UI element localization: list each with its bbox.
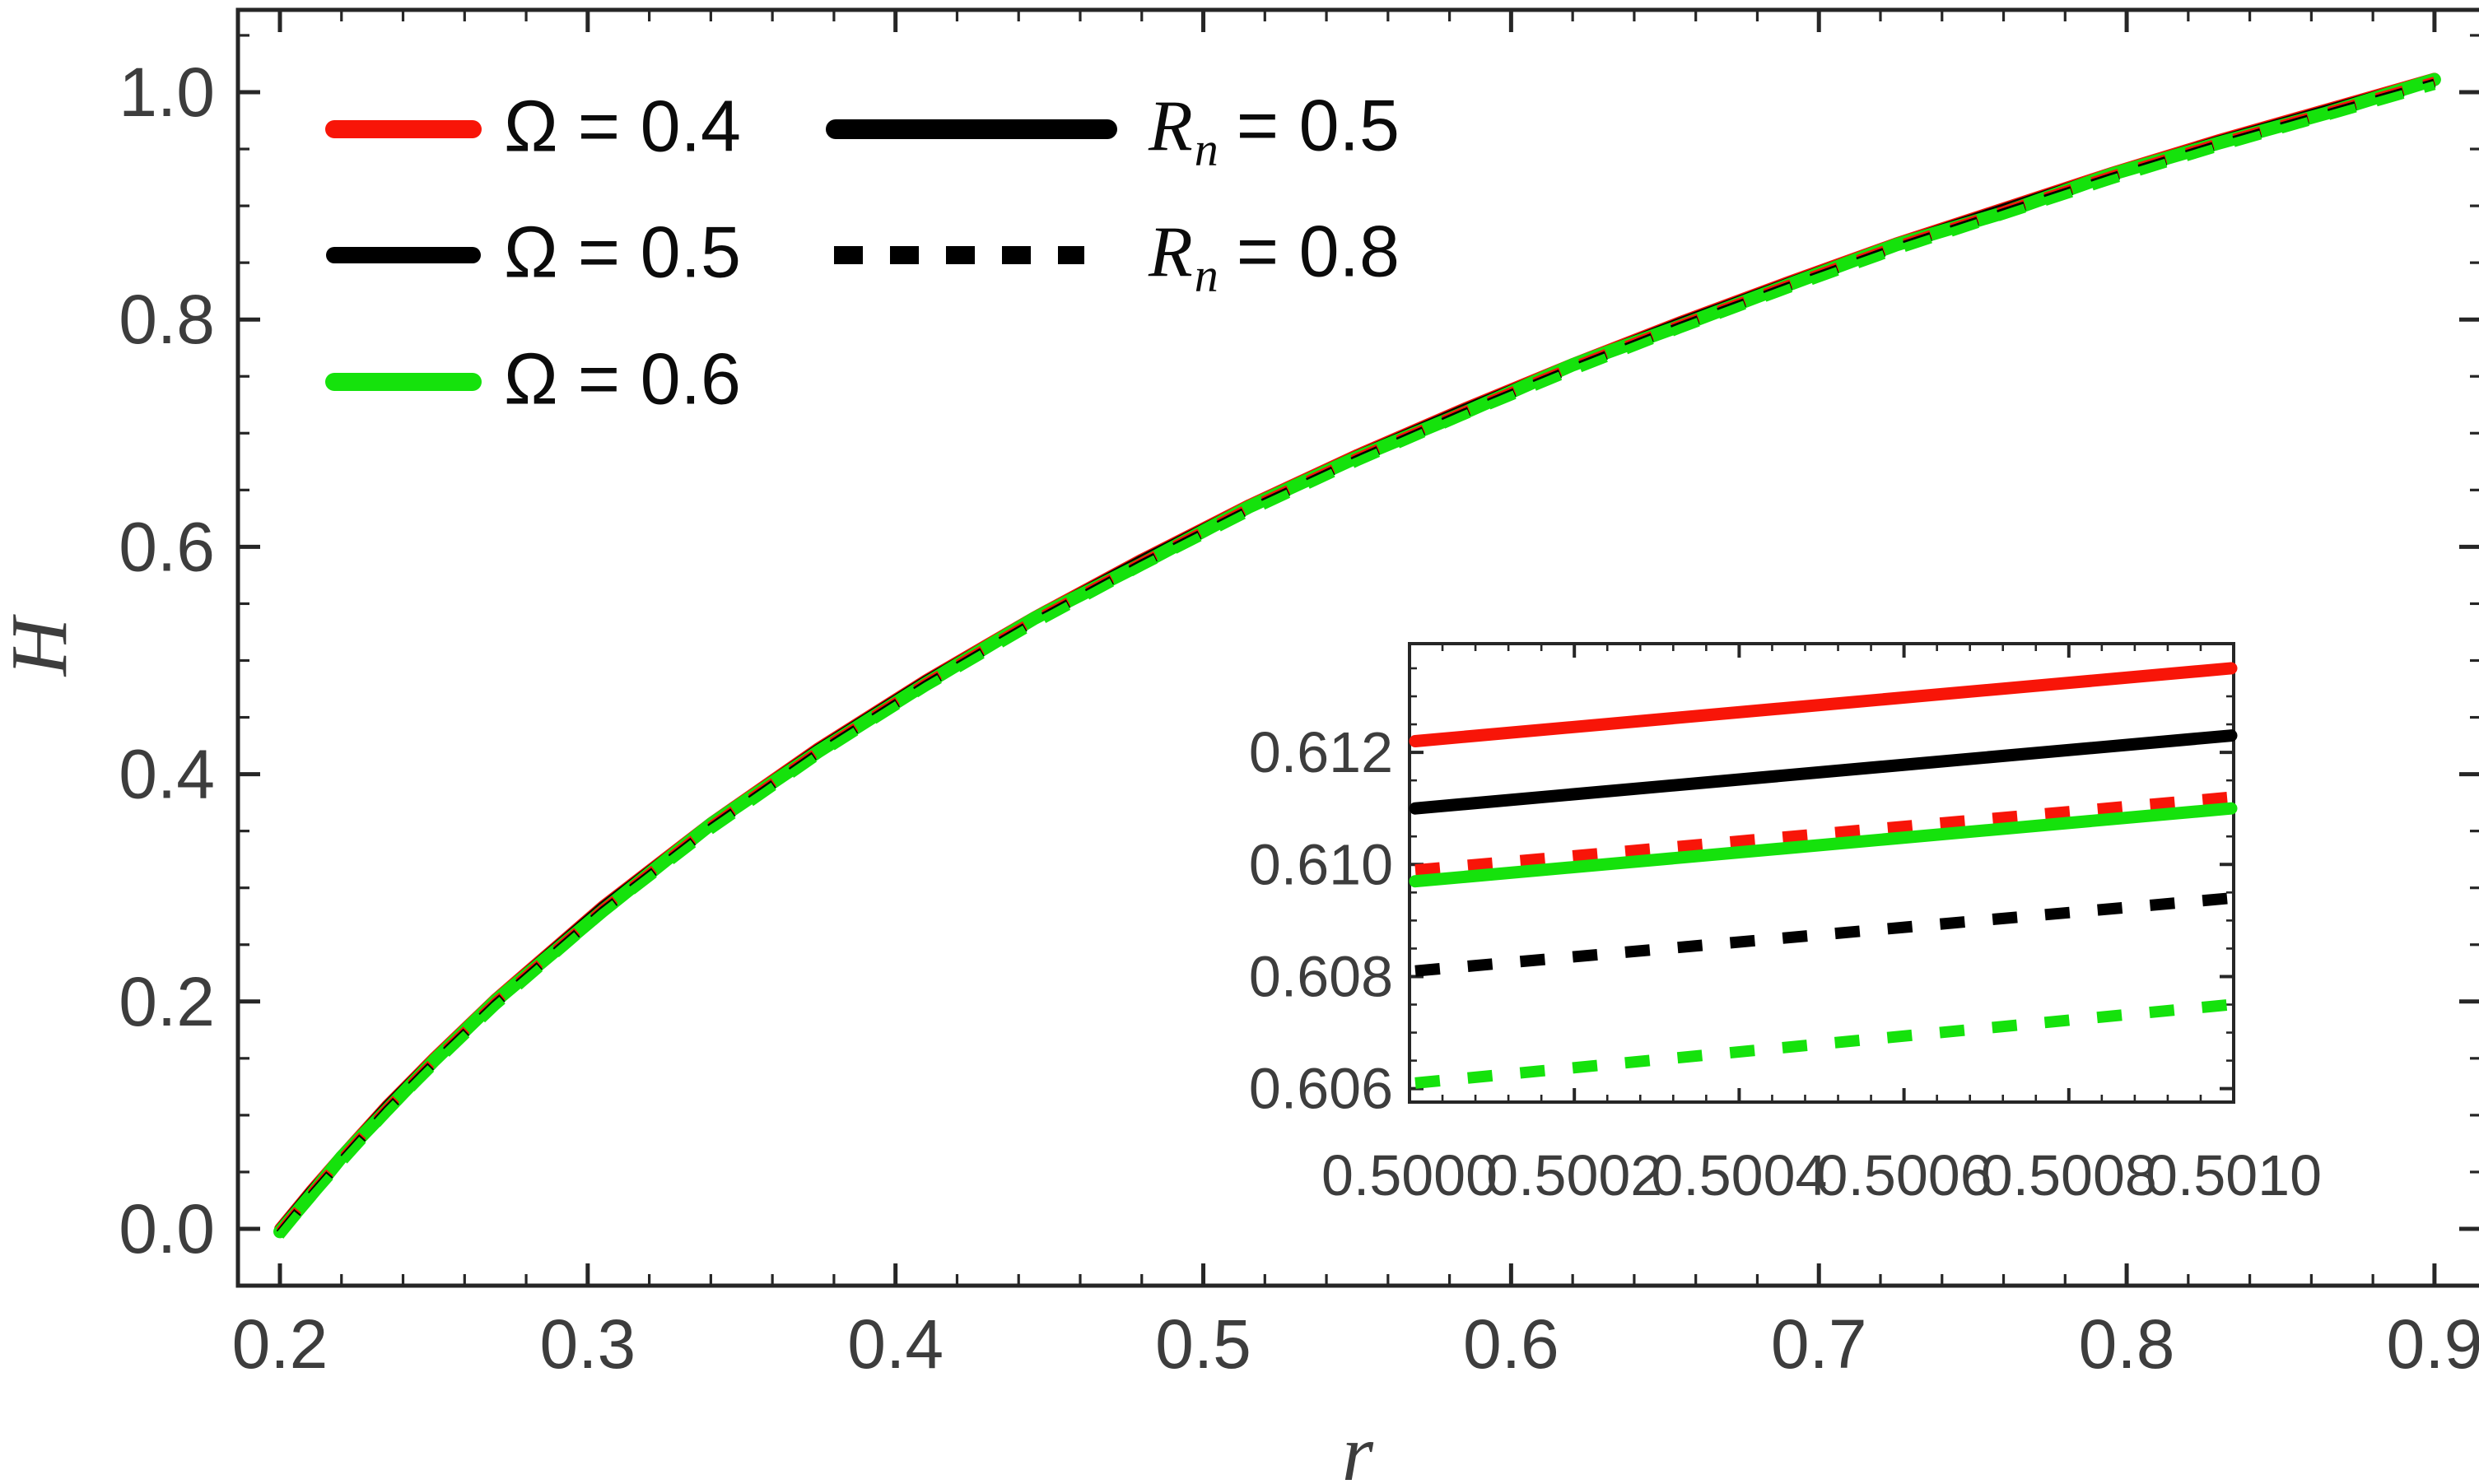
legend-swatches <box>325 119 1117 391</box>
legend-symbol: R <box>1149 212 1193 293</box>
main-axes: 0.2 0.3 0.4 0.5 0.6 0.7 0.8 0.90.00.20.40.60.81… <box>119 7 2479 1383</box>
legend-symbol: R <box>1149 86 1193 167</box>
legend-label-omega-0.5: Ω = 0.5 <box>504 216 741 288</box>
y-tick-label: 0.0 <box>119 1190 215 1268</box>
x-tick-label: 0.6 <box>1463 1305 1559 1383</box>
y-tick-label: 0.8 <box>119 281 215 358</box>
legend-symbol: Ω <box>504 85 558 167</box>
y-tick-label: 0.4 <box>119 736 215 813</box>
legend-symbol: Ω <box>504 337 558 420</box>
inset-line--0-6-rn-0-5 <box>1409 802 2238 888</box>
y-axis-title: H <box>0 617 84 677</box>
inset-x-tick-label: 0.5002 <box>1486 1143 1662 1207</box>
legend-label-rn-0.8: Rn = 0.8 <box>1149 212 1400 299</box>
legend-label-rn-0.5: Rn = 0.5 <box>1149 86 1400 173</box>
x-axis-title: r <box>1341 1409 1374 1484</box>
inset-x-tick-label: 0.5010 <box>2146 1143 2322 1207</box>
legend-value: = 0.8 <box>1236 210 1400 292</box>
inset-y-tick-label: 0.608 <box>1249 944 1393 1008</box>
x-tick-label: 0.8 <box>2079 1305 2175 1383</box>
inset-line--0-4-rn-0-5 <box>1409 662 2238 747</box>
x-tick-label: 0.3 <box>539 1305 636 1383</box>
legend-value: = 0.4 <box>577 85 741 167</box>
legend-label-omega-0.6: Ω = 0.6 <box>504 342 741 415</box>
legend-value: = 0.5 <box>577 211 741 293</box>
y-tick-label: 0.2 <box>119 963 215 1040</box>
x-tick-label: 0.9 <box>2387 1305 2479 1383</box>
legend-value: = 0.6 <box>577 337 741 420</box>
legend-subscript: n <box>1194 122 1219 176</box>
legend-subscript: n <box>1194 248 1219 302</box>
inset-y-tick-label: 0.612 <box>1249 720 1393 784</box>
inset-y-tick-label: 0.606 <box>1249 1057 1393 1121</box>
inset-y-tick-label: 0.610 <box>1249 832 1393 896</box>
legend-value: = 0.5 <box>1236 84 1400 166</box>
inset-x-tick-label: 0.5004 <box>1651 1143 1827 1207</box>
x-tick-label: 0.7 <box>1771 1305 1867 1383</box>
main-curves <box>273 72 2441 1239</box>
y-tick-label: 0.6 <box>119 508 215 585</box>
inset-line--0-5-rn-0-5 <box>1409 729 2238 815</box>
x-tick-label: 0.5 <box>1155 1305 1251 1383</box>
legend-label-omega-0.4: Ω = 0.4 <box>504 90 741 162</box>
curve--0-6-rn-0-8 <box>276 81 2436 1239</box>
inset-x-tick-label: 0.5000 <box>1321 1143 1498 1207</box>
inset-x-tick-label: 0.5006 <box>1816 1143 1992 1207</box>
x-tick-label: 0.2 <box>232 1305 329 1383</box>
y-tick-label: 1.0 <box>119 53 215 131</box>
x-tick-label: 0.4 <box>847 1305 944 1383</box>
inset-x-tick-label: 0.5008 <box>1981 1143 2157 1207</box>
legend-symbol: Ω <box>504 211 558 293</box>
